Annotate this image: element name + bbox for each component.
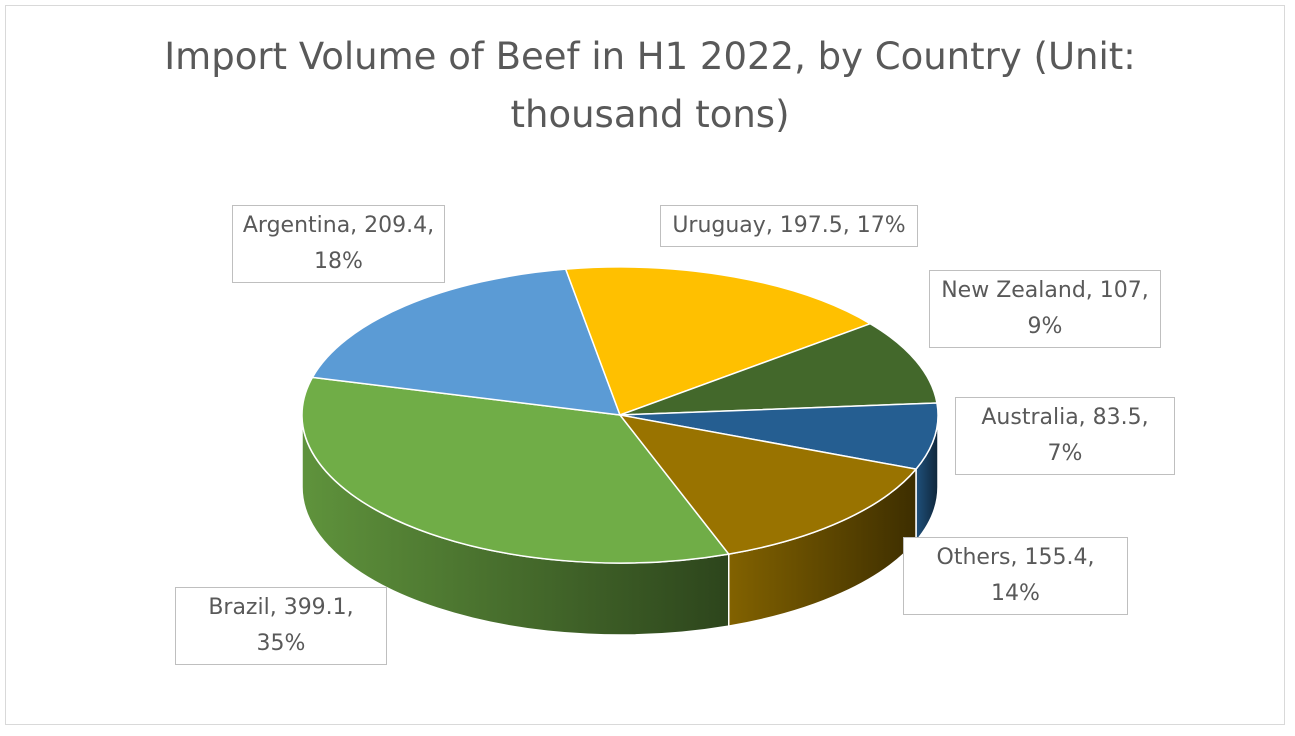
data-label: Argentina, 209.4, 18% — [232, 205, 445, 283]
data-label: Australia, 83.5, 7% — [955, 397, 1175, 475]
data-label: Brazil, 399.1, 35% — [175, 587, 387, 665]
data-label: Uruguay, 197.5, 17% — [660, 205, 918, 247]
chart-border — [5, 5, 1285, 725]
data-label: New Zealand, 107, 9% — [929, 270, 1161, 348]
slice — [301, 376, 731, 564]
slice — [619, 402, 939, 470]
slice — [619, 322, 938, 416]
slice — [564, 266, 872, 416]
slice — [311, 268, 622, 416]
slice — [618, 413, 918, 555]
data-label: Others, 155.4, 14% — [903, 537, 1128, 615]
chart-title: Import Volume of Beef in H1 2022, by Cou… — [164, 35, 1136, 136]
